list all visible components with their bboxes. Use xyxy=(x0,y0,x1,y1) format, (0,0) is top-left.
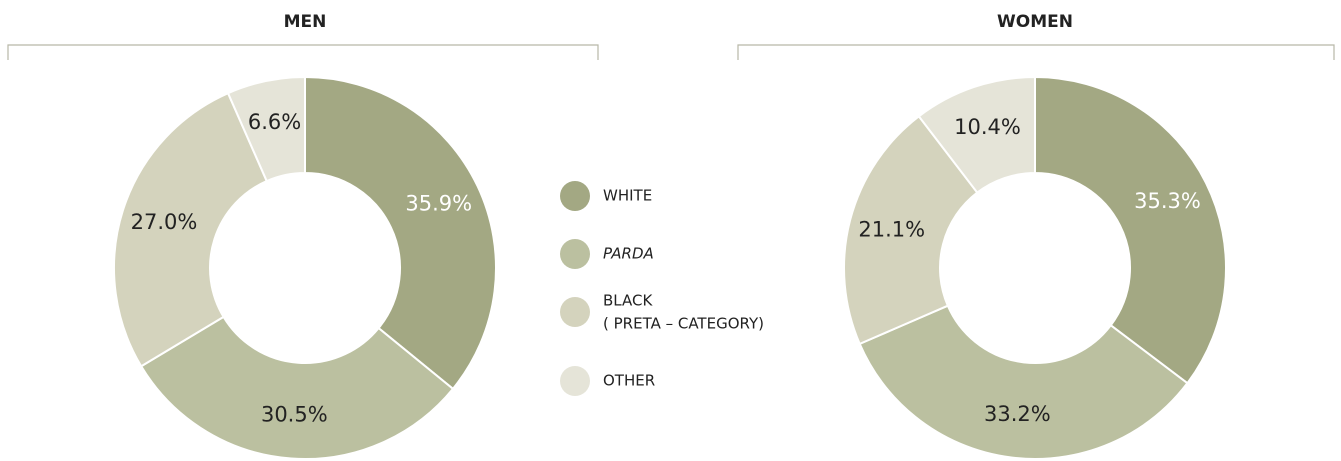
donut-slice xyxy=(917,75,1036,194)
legend-label: BLACK xyxy=(603,292,653,310)
value-label: 30.5% xyxy=(261,403,328,427)
donut-slice xyxy=(304,75,497,391)
bracket xyxy=(737,44,1335,60)
value-label: 27.0% xyxy=(131,210,198,234)
value-label: 35.9% xyxy=(405,192,472,216)
legend-label: PARDA xyxy=(603,245,654,263)
donut-slice xyxy=(843,114,979,346)
legend-note: ( PRETA – CATEGORY) xyxy=(603,315,764,333)
legend-swatch xyxy=(560,297,590,327)
donut-slice xyxy=(226,75,306,183)
value-label: 6.6% xyxy=(248,110,301,134)
legend-swatch xyxy=(560,181,590,211)
chart-title: WOMEN xyxy=(997,12,1073,32)
legend-swatch xyxy=(560,239,590,269)
legend-swatch xyxy=(560,366,590,396)
value-label: 21.1% xyxy=(858,218,925,242)
donut-slice xyxy=(139,315,455,460)
legend-label: OTHER xyxy=(603,372,655,390)
value-label: 10.4% xyxy=(954,115,1021,139)
bracket xyxy=(7,44,599,60)
value-label: 35.3% xyxy=(1134,189,1201,213)
value-label: 33.2% xyxy=(984,402,1051,426)
donut-slice xyxy=(113,91,269,368)
donut-slice xyxy=(1034,75,1227,385)
donut-slice xyxy=(858,304,1189,460)
legend-label: WHITE xyxy=(603,187,652,205)
chart-title: MEN xyxy=(284,12,327,32)
